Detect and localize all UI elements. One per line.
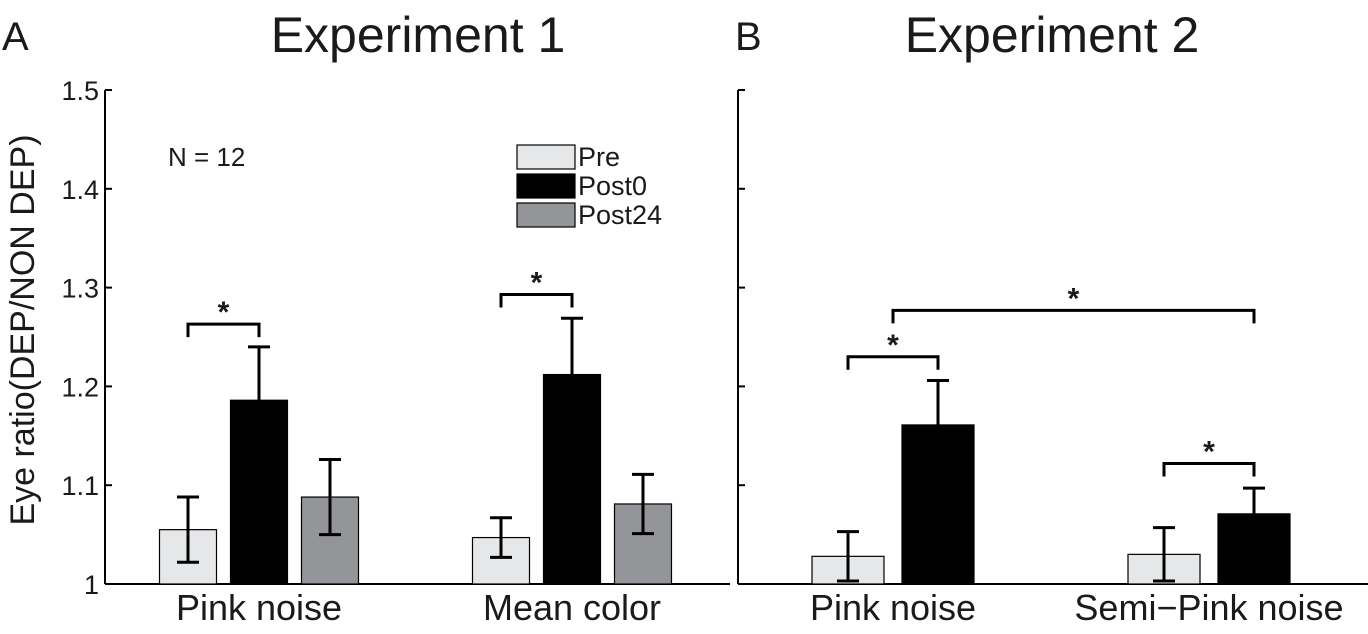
significance-star: * xyxy=(218,296,230,329)
significance-star: * xyxy=(531,267,543,300)
significance-star: * xyxy=(887,329,899,362)
y-tick-label: 1.3 xyxy=(61,274,99,304)
panel-letter-b: B xyxy=(735,15,762,59)
category-label-0: Pink noise xyxy=(810,587,976,628)
y-tick-label: 1.5 xyxy=(61,76,99,106)
significance-star: * xyxy=(1068,282,1080,315)
panel-title-b: Experiment 2 xyxy=(905,7,1200,63)
legend-swatch-pre xyxy=(516,144,576,170)
panel-letter-a: A xyxy=(2,15,29,59)
y-axis-label: Eye ratio(DEP/NON DEP) xyxy=(4,134,42,525)
legend-swatch-post24 xyxy=(516,202,576,228)
y-tick-label: 1.4 xyxy=(61,175,99,205)
significance-bracket xyxy=(1162,461,1256,477)
significance-star: * xyxy=(1203,435,1215,468)
legend-label-post0: Post0 xyxy=(578,171,647,201)
significance-bracket xyxy=(499,293,574,308)
panel-a-plot: 1 1.1 1.2 1.3 1.4 1.5 Pink noise Mean color * * xyxy=(61,76,730,628)
category-label-1: Mean color xyxy=(483,587,661,628)
category-label-0: Pink noise xyxy=(176,587,342,628)
legend-label-pre: Pre xyxy=(578,142,620,172)
legend-label-post24: Post24 xyxy=(578,200,662,230)
y-tick-label: 1 xyxy=(84,570,99,600)
panel-title-a: Experiment 1 xyxy=(271,7,566,63)
panel-b-plot: Pink noise Semi−Pink noise * * * xyxy=(737,89,1368,628)
bar-post24-0 xyxy=(300,496,360,585)
significance-bracket xyxy=(891,308,1256,324)
category-label-1: Semi−Pink noise xyxy=(1074,587,1343,628)
y-tick-label: 1.1 xyxy=(61,471,99,501)
significance-bracket xyxy=(186,322,261,338)
sample-size-annotation: N = 12 xyxy=(168,142,245,172)
significance-bracket xyxy=(846,355,940,370)
y-tick-label: 1.2 xyxy=(61,372,99,402)
legend-swatch-post0 xyxy=(516,173,576,199)
